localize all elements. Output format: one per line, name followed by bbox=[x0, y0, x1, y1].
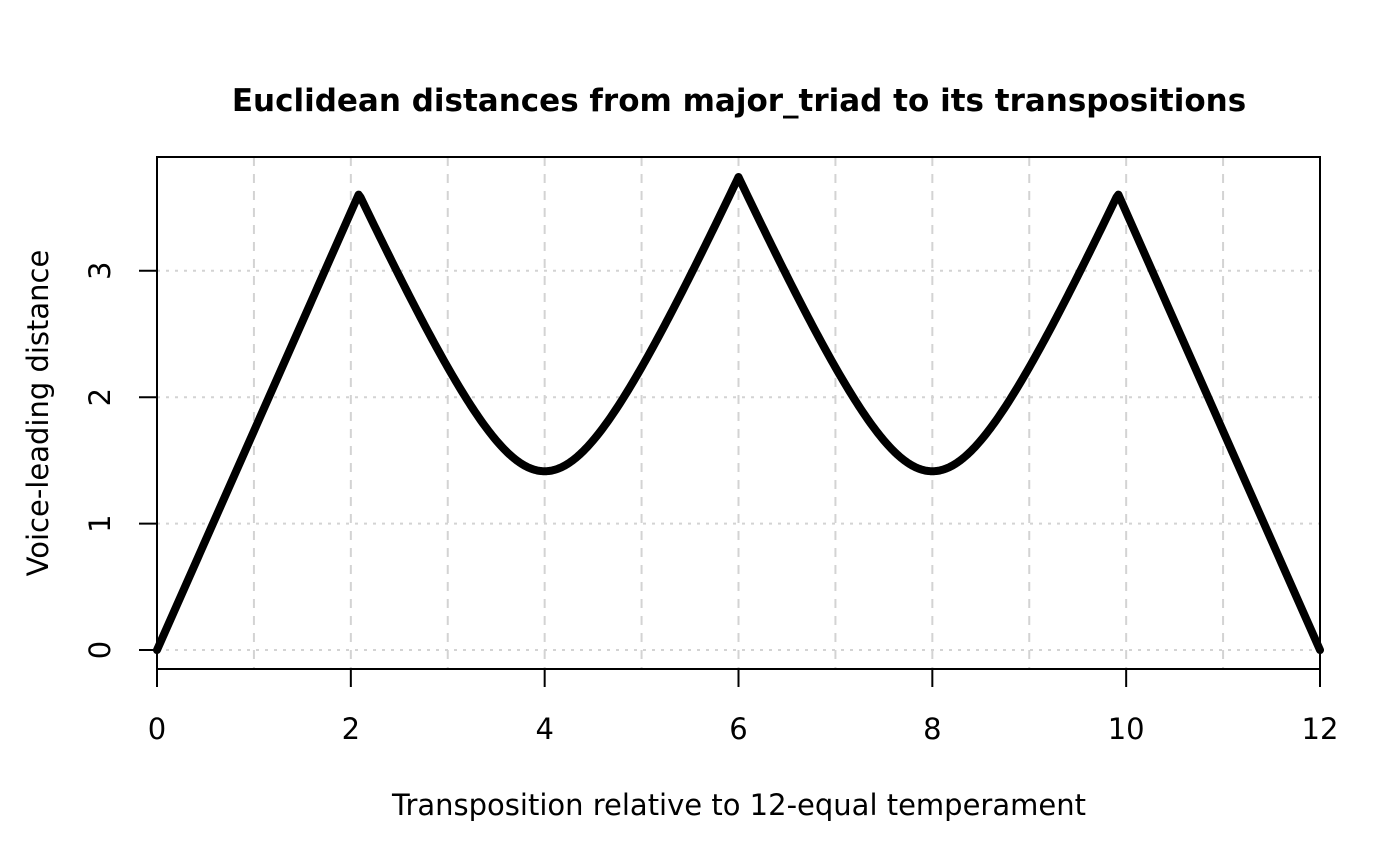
x-tick-label: 6 bbox=[729, 712, 747, 746]
y-axis-label: Voice-leading distance bbox=[21, 250, 55, 577]
x-axis-label: Transposition relative to 12-equal tempe… bbox=[391, 788, 1086, 822]
y-tick-label: 1 bbox=[83, 514, 117, 532]
chart-title: Euclidean distances from major_triad to … bbox=[232, 83, 1246, 119]
y-tick-label: 3 bbox=[83, 262, 117, 280]
grid-layer bbox=[157, 157, 1320, 669]
x-tick-label: 10 bbox=[1108, 712, 1145, 746]
series-layer bbox=[153, 173, 1324, 655]
x-tick-label: 8 bbox=[923, 712, 941, 746]
x-tick-label: 12 bbox=[1302, 712, 1339, 746]
y-tick-label: 2 bbox=[83, 388, 117, 406]
x-tick-label: 2 bbox=[342, 712, 360, 746]
x-tick-label: 0 bbox=[148, 712, 166, 746]
y-tick-label: 0 bbox=[83, 641, 117, 659]
series-line-0 bbox=[153, 173, 1324, 655]
x-tick-label: 4 bbox=[535, 712, 553, 746]
